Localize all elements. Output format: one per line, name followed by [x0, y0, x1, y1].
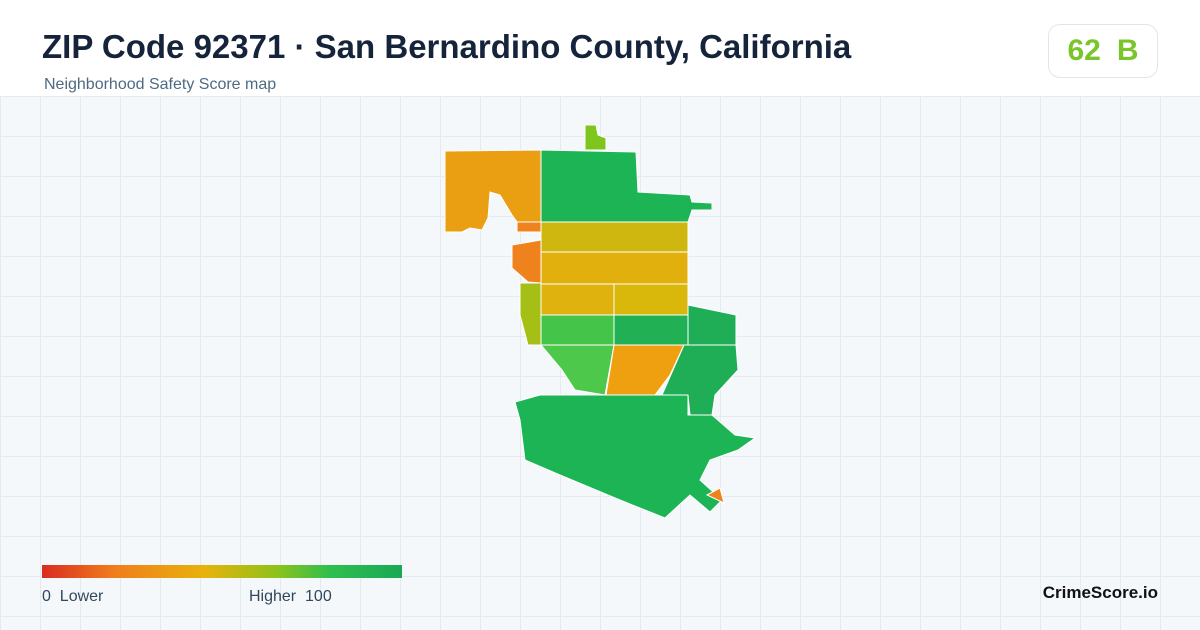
legend-low: 0 Lower: [42, 588, 103, 606]
map-regions: [444, 124, 757, 519]
region: [584, 124, 607, 151]
title: ZIP Code 92371 · San Bernardino County, …: [42, 28, 852, 65]
region: [444, 149, 542, 233]
region: [540, 149, 713, 223]
region: [540, 283, 615, 316]
legend-high: Higher 100: [249, 588, 332, 606]
region: [539, 344, 615, 396]
region: [511, 239, 542, 284]
legend-bar: [42, 565, 402, 578]
region: [540, 251, 689, 285]
region: [516, 221, 542, 233]
region: [519, 282, 542, 346]
score-value: 62: [1067, 34, 1101, 67]
legend-min: 0: [42, 588, 51, 605]
legend-min-label: Lower: [59, 588, 104, 605]
region: [605, 344, 685, 396]
legend-max-label: Higher: [249, 588, 297, 605]
region: [540, 221, 689, 253]
header: ZIP Code 92371 · San Bernardino County, …: [0, 0, 1200, 96]
region: [613, 283, 689, 316]
legend-max: 100: [305, 588, 332, 605]
region: [613, 314, 689, 346]
brand: CrimeScore.io: [1042, 583, 1158, 602]
subtitle: Neighborhood Safety Score map: [44, 76, 277, 93]
score-badge: 62 B: [1048, 24, 1158, 78]
region: [514, 394, 757, 519]
score-grade: B: [1116, 34, 1139, 67]
region: [687, 304, 737, 346]
region: [540, 314, 615, 346]
region: [705, 487, 725, 504]
